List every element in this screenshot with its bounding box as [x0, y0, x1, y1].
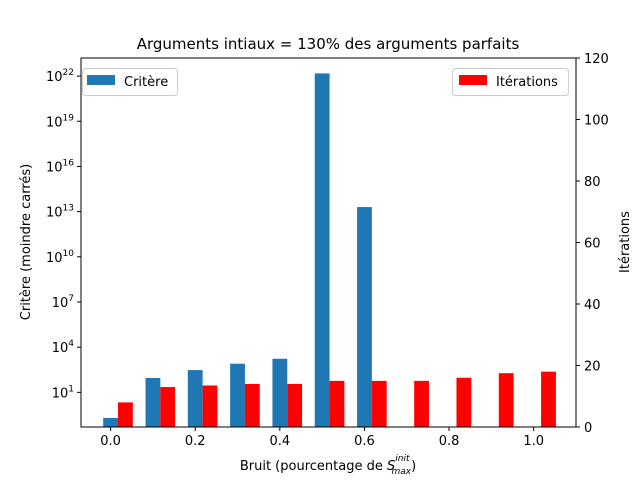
criterion-bar [145, 377, 161, 427]
y-axis-right: 0 20 40 60 80 100 120 [576, 52, 609, 436]
x-axis-label-math-base: S [387, 459, 395, 474]
y-axis-left-label: Critère (moindre carrés) [19, 164, 34, 320]
iteration-bar [287, 383, 303, 427]
y-left-tick-label: 1013 [46, 204, 74, 221]
criterion-bar [103, 417, 119, 427]
x-axis-label-suffix: ) [411, 459, 416, 474]
y-axis-right-label: Itérations [618, 211, 633, 273]
legend-iterations-swatch [459, 75, 487, 85]
x-tick-label: 0.2 [185, 434, 206, 449]
criterion-bar [314, 73, 330, 427]
iteration-bar [371, 380, 387, 427]
iteration-bar [498, 373, 514, 427]
y-axis-left: 101 104 107 1010 1013 1016 1019 1022 [46, 68, 81, 401]
chart-title: Arguments intiaux = 130% des arguments p… [137, 35, 520, 53]
y-left-tick-label: 104 [52, 339, 75, 356]
y-right-tick-label: 40 [584, 298, 601, 313]
y-left-tick-label: 101 [52, 384, 74, 401]
criterion-bars [103, 73, 372, 427]
legend-criterion: Critère [82, 68, 178, 96]
y-right-tick-label: 80 [584, 175, 601, 190]
y-right-tick-label: 120 [584, 52, 609, 67]
legend-iterations-label: Itérations [496, 75, 558, 90]
y-left-tick-label: 1022 [46, 68, 74, 85]
x-axis-label-math-sub: max [391, 467, 411, 477]
criterion-bar [272, 358, 288, 427]
y-right-tick-label: 100 [584, 114, 609, 129]
iteration-bars [118, 371, 556, 427]
iteration-bar [456, 377, 472, 427]
iteration-bar [118, 402, 133, 427]
x-axis-label-prefix: Bruit (pourcentage de [240, 459, 387, 474]
criterion-bar [187, 370, 203, 427]
legend-iterations: Itérations [452, 68, 569, 96]
iteration-bar [202, 385, 218, 427]
iteration-bar [414, 380, 429, 427]
x-tick-label: 1.0 [523, 434, 544, 449]
iteration-bar [244, 383, 260, 427]
legend-criterion-label: Critère [124, 75, 168, 90]
y-right-tick-label: 0 [584, 421, 592, 436]
y-right-tick-label: 20 [584, 360, 601, 375]
x-tick-label: 0.8 [439, 434, 460, 449]
iteration-bar [541, 371, 556, 427]
x-axis-label: Bruit (pourcentage de Sinit max) [240, 454, 416, 477]
x-tick-label: 0.6 [354, 434, 375, 449]
y-left-tick-label: 1019 [46, 113, 74, 130]
iteration-bar [160, 387, 176, 427]
y-left-tick-label: 107 [52, 294, 74, 311]
x-tick-label: 0.0 [100, 434, 121, 449]
y-left-tick-label: 1016 [46, 158, 74, 175]
criterion-bar [357, 207, 372, 427]
iteration-bar [329, 380, 345, 427]
x-axis-label-math-sup: init [395, 454, 410, 464]
y-right-tick-label: 60 [584, 237, 601, 252]
x-axis: 0.0 0.2 0.4 0.6 0.8 1.0 [100, 427, 544, 449]
x-tick-label: 0.4 [270, 434, 291, 449]
criterion-bar [230, 363, 245, 427]
legend-criterion-swatch [87, 75, 115, 85]
y-left-tick-label: 1010 [46, 249, 74, 266]
